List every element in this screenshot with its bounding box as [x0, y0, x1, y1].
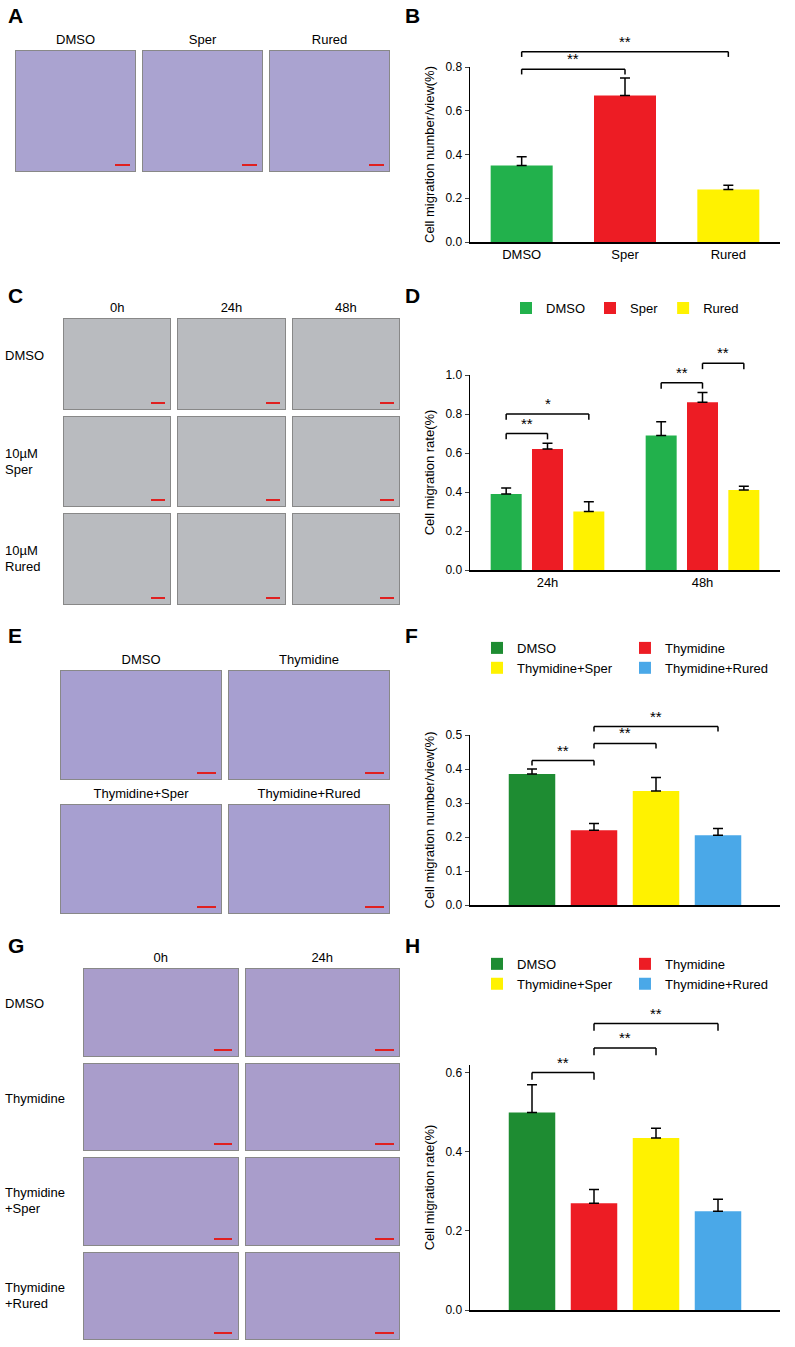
svg-text:Cell migration number/view(%): Cell migration number/view(%)	[422, 732, 437, 909]
html-text:0h: 0h	[109, 300, 125, 315]
html-text:DMSO: DMSO	[121, 652, 161, 667]
svg-text:0.2: 0.2	[445, 1224, 462, 1238]
svg-text:Cell migration rate(%): Cell migration rate(%)	[422, 410, 437, 536]
svg-text:**: **	[717, 344, 729, 361]
html-text:Thymidine+Rured: Thymidine+Rured	[257, 786, 361, 801]
svg-text:Sper: Sper	[630, 301, 658, 316]
svg-text:DMSO: DMSO	[517, 957, 556, 972]
html-text:24h: 24h	[220, 300, 243, 315]
svg-text:**: **	[557, 742, 569, 759]
svg-text:0.5: 0.5	[445, 728, 462, 742]
svg-text:Thymidine: Thymidine	[665, 641, 725, 656]
html-text:DMSO: DMSO	[5, 996, 44, 1012]
html-text:0h: 0h	[153, 950, 168, 965]
svg-text:0.0: 0.0	[445, 563, 462, 577]
svg-text:0.6: 0.6	[445, 1066, 462, 1080]
html-text:Sper: Sper	[188, 32, 217, 47]
svg-text:0.0: 0.0	[445, 235, 462, 249]
html-text:F: F	[405, 624, 418, 647]
html-text:C: C	[8, 284, 24, 307]
svg-text:0.3: 0.3	[445, 796, 462, 810]
html-text:Thymidine +Sper: Thymidine +Sper	[5, 1185, 65, 1217]
svg-text:24h: 24h	[537, 575, 559, 590]
svg-text:0.2: 0.2	[445, 524, 462, 538]
svg-text:**: **	[676, 364, 688, 381]
html-text:DMSO: DMSO	[56, 32, 95, 47]
svg-text:0.0: 0.0	[445, 898, 462, 912]
svg-text:Cell migration number/view(%): Cell migration number/view(%)	[422, 66, 437, 243]
html-text:A: A	[8, 4, 24, 27]
html-text:10µM Sper: 10µM Sper	[5, 445, 38, 477]
svg-text:0.6: 0.6	[445, 446, 462, 460]
svg-text:0.4: 0.4	[445, 1145, 462, 1159]
html-text:24h: 24h	[311, 950, 334, 965]
svg-text:**: **	[521, 415, 533, 432]
svg-text:Rured: Rured	[703, 301, 738, 316]
svg-text:Cell migration rate(%): Cell migration rate(%)	[422, 1125, 437, 1251]
html-text:DMSO: DMSO	[5, 347, 44, 363]
svg-text:*: *	[545, 395, 551, 412]
svg-text:**: **	[619, 1029, 631, 1046]
svg-text:0.8: 0.8	[445, 60, 462, 74]
svg-text:0.2: 0.2	[445, 830, 462, 844]
html-text:Thymidine+Sper: Thymidine+Sper	[93, 786, 189, 801]
html-text:48h: 48h	[335, 300, 357, 315]
svg-text:0.4: 0.4	[445, 148, 462, 162]
html-text:B: B	[405, 4, 421, 27]
svg-text:Thymidine+Rured: Thymidine+Rured	[665, 977, 768, 992]
svg-text:DMSO: DMSO	[517, 641, 556, 656]
svg-text:Thymidine+Rured: Thymidine+Rured	[665, 661, 768, 676]
svg-text:Thymidine+Sper: Thymidine+Sper	[517, 661, 613, 676]
svg-text:Sper: Sper	[611, 247, 639, 262]
svg-text:Thymidine: Thymidine	[665, 957, 725, 972]
svg-text:0.1: 0.1	[445, 864, 462, 878]
svg-text:0.4: 0.4	[445, 485, 462, 499]
svg-text:DMSO: DMSO	[546, 301, 585, 316]
html-text:Rured: Rured	[311, 32, 348, 47]
svg-text:DMSO: DMSO	[502, 247, 541, 262]
svg-text:48h: 48h	[692, 575, 714, 590]
html-text:Thymidine: Thymidine	[5, 1090, 65, 1106]
svg-text:0.2: 0.2	[445, 191, 462, 205]
svg-text:**: **	[619, 33, 631, 50]
svg-text:0.6: 0.6	[445, 104, 462, 118]
html-text:H: H	[405, 934, 421, 957]
svg-text:**: **	[650, 708, 662, 725]
svg-text:**: **	[557, 1054, 569, 1071]
html-text:E: E	[8, 624, 22, 647]
svg-text:0.0: 0.0	[445, 1303, 462, 1317]
html-text:Thymidine: Thymidine	[279, 652, 339, 667]
svg-text:**: **	[650, 1005, 662, 1022]
svg-text:Rured: Rured	[711, 247, 746, 262]
html-text:Thymidine +Rured: Thymidine +Rured	[5, 1279, 65, 1311]
svg-text:0.4: 0.4	[445, 762, 462, 776]
svg-text:0.8: 0.8	[445, 407, 462, 421]
html-text:D: D	[405, 284, 421, 307]
svg-text:**: **	[619, 724, 631, 741]
svg-text:1.0: 1.0	[445, 368, 462, 382]
svg-text:**: **	[567, 50, 579, 67]
html-text:G: G	[8, 934, 25, 957]
svg-text:Thymidine+Sper: Thymidine+Sper	[517, 977, 613, 992]
html-text:10µM Rured: 10µM Rured	[5, 543, 41, 575]
